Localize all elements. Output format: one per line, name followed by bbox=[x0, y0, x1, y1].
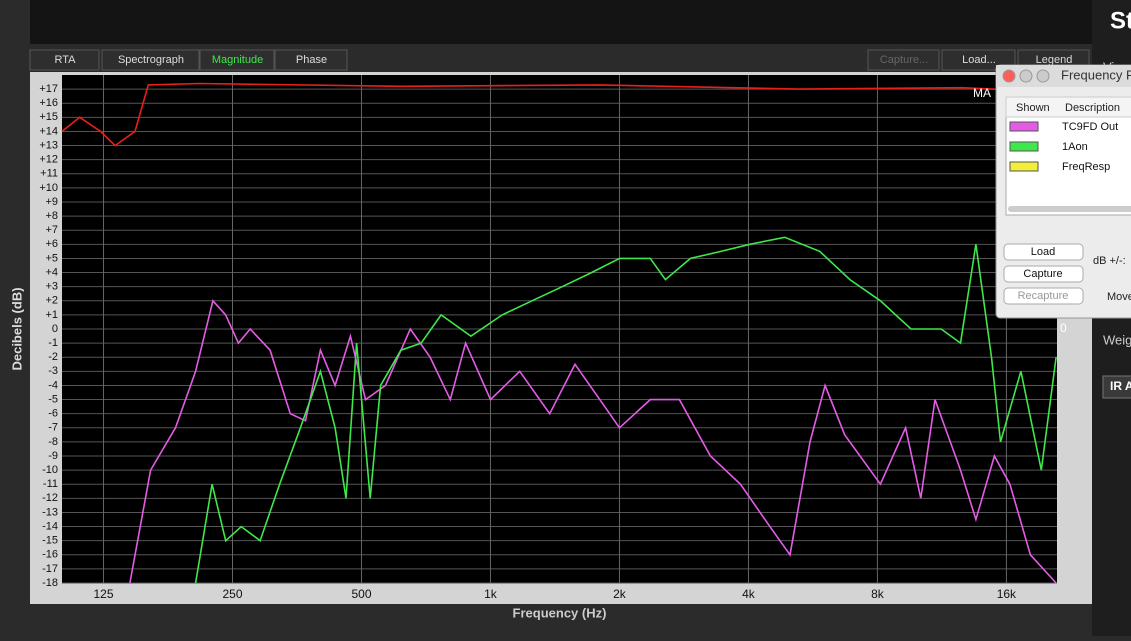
x-tick-label: 8k bbox=[871, 587, 885, 601]
column-header: Description bbox=[1065, 102, 1120, 114]
y-tick-label: +2 bbox=[45, 295, 58, 307]
field-label: dB +/-: bbox=[1093, 255, 1126, 267]
window-titlebar bbox=[996, 65, 1131, 87]
button[interactable] bbox=[1003, 243, 1084, 261]
y-tick-label: -12 bbox=[42, 492, 58, 504]
legend-swatch[interactable] bbox=[1009, 121, 1039, 132]
y-axis-label: Decibels (dB) bbox=[9, 287, 24, 370]
y-tick-label: -14 bbox=[42, 520, 58, 532]
window-control[interactable] bbox=[1036, 69, 1050, 83]
window-title: Frequency R bbox=[1061, 67, 1131, 82]
legend-swatch[interactable] bbox=[1009, 161, 1039, 172]
y-tick-label: -3 bbox=[48, 365, 58, 377]
tab[interactable] bbox=[867, 49, 940, 71]
y-tick-label: +14 bbox=[39, 125, 58, 137]
overlay-text: 0 bbox=[1060, 321, 1067, 335]
y-tick-label: -17 bbox=[42, 563, 58, 575]
side-heading: St bbox=[1110, 7, 1131, 34]
legend-label: 1Aon bbox=[1062, 141, 1088, 153]
x-tick-label: 1k bbox=[484, 587, 498, 601]
legend-header bbox=[1005, 96, 1131, 118]
top-panel bbox=[30, 0, 1092, 44]
y-tick-label: -18 bbox=[42, 577, 58, 589]
y-tick-label: +15 bbox=[39, 111, 58, 123]
side-button[interactable] bbox=[1102, 375, 1131, 399]
y-tick-label: +5 bbox=[45, 252, 58, 264]
overlay-text: MA bbox=[973, 86, 991, 100]
y-tick-label: +16 bbox=[39, 97, 58, 109]
y-tick-label: +4 bbox=[45, 266, 58, 278]
button-label: Load bbox=[1031, 246, 1055, 258]
series-line bbox=[194, 236, 1057, 584]
column-header: Shown bbox=[1016, 102, 1050, 114]
tab-label: Load... bbox=[962, 54, 996, 66]
x-tick-label: 16k bbox=[997, 587, 1017, 601]
window-control[interactable] bbox=[1019, 69, 1033, 83]
scrollbar bbox=[1008, 206, 1131, 212]
y-tick-label: +17 bbox=[39, 83, 58, 95]
tab-label: Magnitude bbox=[212, 54, 263, 66]
x-tick-label: 250 bbox=[222, 587, 242, 601]
x-tick-label: 500 bbox=[351, 587, 371, 601]
tab[interactable] bbox=[101, 49, 200, 71]
legend-swatch[interactable] bbox=[1009, 141, 1039, 152]
tab-label: Legend bbox=[1036, 54, 1073, 66]
legend-label: FreqResp bbox=[1062, 161, 1110, 173]
y-tick-label: -4 bbox=[48, 379, 58, 391]
y-tick-label: +10 bbox=[39, 182, 58, 194]
button-label: Recapture bbox=[1018, 290, 1069, 302]
y-tick-label: -5 bbox=[48, 393, 58, 405]
field-label: Move bbox=[1107, 291, 1131, 303]
y-tick-label: +13 bbox=[39, 139, 58, 151]
y-tick-label: -8 bbox=[48, 436, 58, 448]
x-tick-label: 4k bbox=[742, 587, 756, 601]
y-tick-label: +7 bbox=[45, 224, 58, 236]
y-tick-label: 0 bbox=[52, 323, 58, 335]
button[interactable] bbox=[1003, 287, 1084, 305]
y-tick-label: +9 bbox=[45, 196, 58, 208]
y-tick-label: -16 bbox=[42, 549, 58, 561]
y-tick-label: -2 bbox=[48, 351, 58, 363]
y-tick-label: -6 bbox=[48, 408, 58, 420]
tab[interactable] bbox=[199, 49, 275, 71]
y-tick-label: -11 bbox=[43, 478, 58, 490]
side-button-label: IR A bbox=[1110, 379, 1131, 393]
tab-label: Capture... bbox=[880, 54, 928, 66]
y-tick-label: -9 bbox=[48, 450, 58, 462]
tab-label: RTA bbox=[55, 54, 77, 66]
y-tick-label: -15 bbox=[42, 535, 58, 547]
y-tick-label: +8 bbox=[45, 210, 58, 222]
y-tick-label: +6 bbox=[45, 238, 58, 250]
reference-line bbox=[61, 82, 1057, 147]
button-label: Capture bbox=[1023, 268, 1062, 280]
y-tick-label: -7 bbox=[48, 422, 58, 434]
y-tick-label: -1 bbox=[48, 337, 58, 349]
side-label: Weig bbox=[1103, 332, 1131, 347]
window-control[interactable] bbox=[1002, 69, 1016, 83]
y-tick-label: -10 bbox=[42, 464, 58, 476]
x-axis-label: Frequency (Hz) bbox=[513, 605, 607, 620]
tab[interactable] bbox=[29, 49, 100, 71]
series-line bbox=[129, 299, 1057, 584]
button[interactable] bbox=[1003, 265, 1084, 283]
x-tick-label: 125 bbox=[94, 587, 114, 601]
y-tick-label: -13 bbox=[42, 506, 58, 518]
x-tick-label: 2k bbox=[613, 587, 627, 601]
y-tick-label: +12 bbox=[39, 154, 58, 166]
tab[interactable] bbox=[274, 49, 348, 71]
tab-label: Phase bbox=[296, 54, 327, 66]
y-tick-label: +1 bbox=[45, 309, 58, 321]
tab-label: Spectrograph bbox=[118, 54, 184, 66]
y-tick-label: +3 bbox=[45, 281, 58, 293]
y-tick-label: +11 bbox=[40, 168, 58, 180]
legend-label: TC9FD Out bbox=[1062, 121, 1118, 133]
